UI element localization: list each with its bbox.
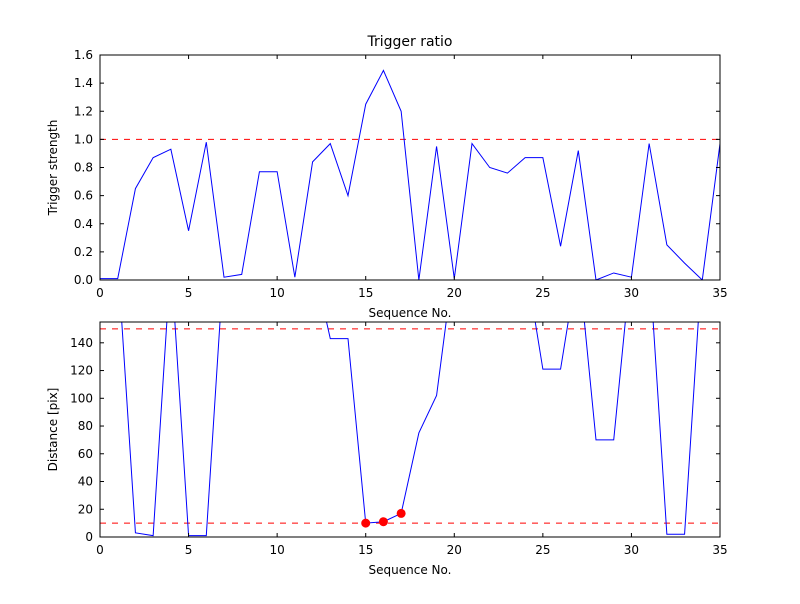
x-tick-label: 0 (96, 543, 104, 557)
y-tick-label: 1.2 (74, 104, 93, 118)
data-line (121, 322, 699, 537)
x-tick-label: 30 (624, 543, 639, 557)
x-tick-label: 20 (447, 543, 462, 557)
data-marker (396, 508, 406, 518)
y-tick-label: 80 (78, 419, 93, 433)
x-tick-label: 35 (712, 286, 727, 300)
bottom-xaxis-label: Sequence No. (369, 563, 452, 577)
x-tick-label: 10 (270, 543, 285, 557)
y-tick-label: 0.4 (74, 217, 93, 231)
data-marker (361, 518, 371, 528)
y-tick-label: 1.6 (74, 48, 93, 62)
x-tick-label: 30 (624, 286, 639, 300)
y-tick-label: 0.6 (74, 189, 93, 203)
x-tick-label: 5 (185, 286, 193, 300)
data-marker (378, 517, 388, 527)
x-tick-label: 25 (535, 543, 550, 557)
y-tick-label: 0.2 (74, 245, 93, 259)
y-tick-label: 120 (70, 364, 93, 378)
y-tick-label: 20 (78, 502, 93, 516)
bottom-yaxis-label: Distance [pix] (46, 388, 60, 472)
x-tick-label: 15 (358, 543, 373, 557)
y-tick-label: 60 (78, 447, 93, 461)
y-tick-label: 0.8 (74, 161, 93, 175)
distance-plot: 0 5 10 15 20 25 30 35 0 20 40 60 80 100 120 140 (70, 321, 728, 557)
x-tick-label: 10 (270, 286, 285, 300)
y-tick-label: 1.0 (74, 132, 93, 146)
chart-title: Trigger ratio (366, 34, 452, 50)
top-yaxis-label: Trigger strength (46, 120, 60, 217)
y-tick-label: 1.4 (74, 76, 93, 90)
y-tick-label: 100 (70, 391, 93, 405)
x-tick-label: 25 (535, 286, 550, 300)
y-tick-label: 140 (70, 336, 93, 350)
axes-frame (99, 54, 721, 281)
trigger-ratio-plot: 0 5 10 15 20 25 30 35 0.0 0.2 0.4 0.6 0.8 1.0 1.2 1.4 1.… (74, 48, 728, 300)
data-line (100, 69, 720, 280)
x-tick-label: 15 (358, 286, 373, 300)
y-tick-label: 40 (78, 475, 93, 489)
x-tick-label: 35 (712, 543, 727, 557)
axes-frame (99, 321, 721, 538)
y-tick-label: 0.0 (74, 273, 93, 287)
x-tick-label: 5 (185, 543, 193, 557)
top-xaxis-label: Sequence No. (369, 306, 452, 320)
x-tick-label: 0 (96, 286, 104, 300)
x-tick-label: 20 (447, 286, 462, 300)
y-tick-label: 0 (85, 530, 93, 544)
